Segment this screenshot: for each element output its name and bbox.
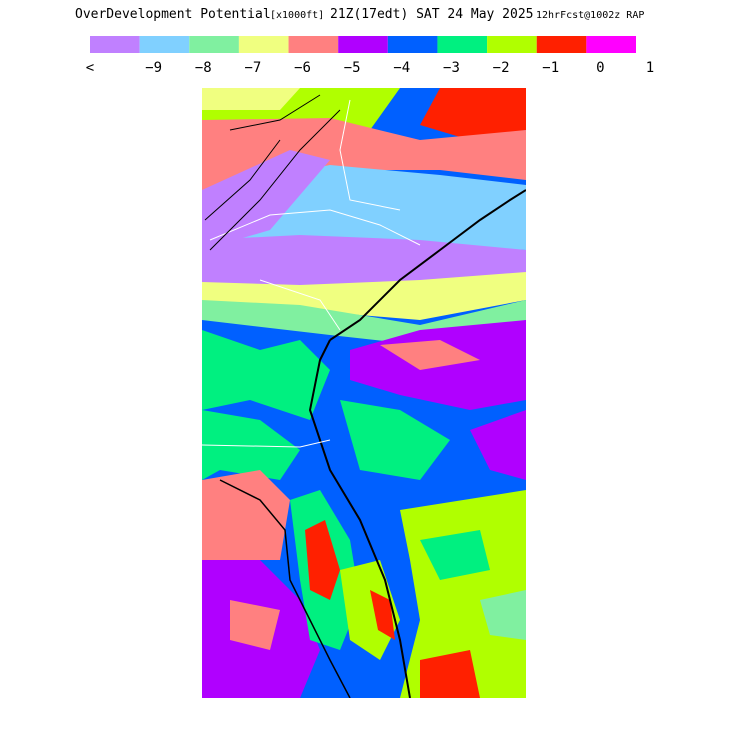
colorbar-label: −1 [542, 60, 559, 76]
colorbar-label: 0 [596, 60, 604, 76]
colorbar-swatch [189, 36, 239, 53]
colorbar-swatch [139, 36, 190, 53]
forecast-info: 12hrFcst@1002z RAP [536, 10, 644, 21]
colorbar-swatch [586, 36, 636, 53]
title: OverDevelopment Potential [75, 7, 271, 22]
colorbar-label: −4 [393, 60, 410, 76]
colorbar-label: −9 [145, 60, 162, 76]
colorbar-swatch [238, 36, 289, 53]
colorbar-label: −5 [344, 60, 361, 76]
map [202, 88, 526, 698]
colorbar-swatch [437, 36, 488, 53]
colorbar-swatch [487, 36, 537, 53]
units: [x1000ft] [270, 10, 324, 21]
colorbar-swatch [338, 36, 388, 53]
colorbar-swatch [288, 36, 339, 53]
colorbar-label: −6 [294, 60, 311, 76]
colorbar-swatch [536, 36, 587, 53]
colorbar-label: −3 [443, 60, 460, 76]
colorbar-swatch [90, 36, 140, 53]
colorbar-label: < [86, 60, 94, 76]
valid-time: 21Z(17edt) SAT 24 May 2025 [330, 7, 534, 22]
colorbar-label: 1 [646, 60, 654, 76]
colorbar-swatch [387, 36, 438, 53]
colorbar-label: −7 [244, 60, 261, 76]
colorbar-label: −2 [493, 60, 510, 76]
colorbar: < −9 −8 −7 −6 −5 −4 −3 −2 −1 0 1 [86, 36, 654, 76]
colorbar-label: −8 [195, 60, 212, 76]
